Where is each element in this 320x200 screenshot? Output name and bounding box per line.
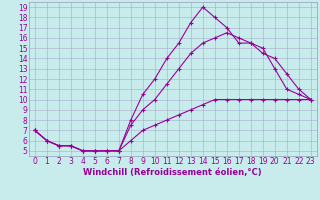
X-axis label: Windchill (Refroidissement éolien,°C): Windchill (Refroidissement éolien,°C): [84, 168, 262, 177]
